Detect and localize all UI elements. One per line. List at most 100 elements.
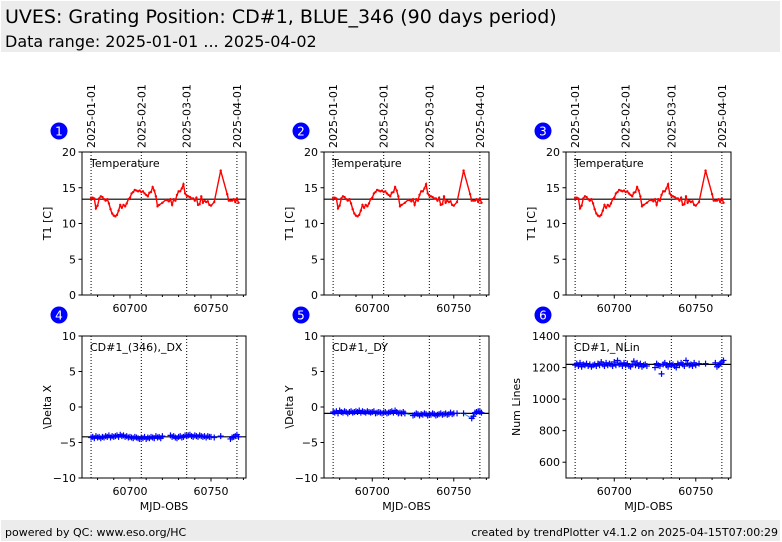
data-point [673,195,676,199]
date-marker-label: 2025-04-01 [231,84,244,148]
data-point [603,203,606,207]
data-point [470,413,477,420]
date-marker-label: 2025-04-01 [716,84,729,148]
data-point [410,200,413,203]
data-point [712,359,719,366]
y-tick-label: 800 [539,425,560,438]
x-tick-label: 60700 [597,302,632,315]
date-marker-label: 2025-03-01 [423,84,436,148]
data-point [578,207,582,210]
data-point [132,190,135,194]
data-point [213,200,216,204]
data-point [203,199,206,202]
data-point [195,196,198,199]
data-point [188,195,192,199]
y-tick-label: 0 [311,401,318,414]
data-point [652,200,655,203]
y-tick-label: 0 [311,289,318,302]
data-point [666,182,670,186]
data-point [639,195,642,198]
data-point [418,193,421,197]
data-point [697,200,701,204]
data-point [193,199,196,202]
data-point [676,197,680,200]
data-point [436,199,439,202]
y-tick-label: 5 [69,253,76,266]
data-point [614,357,621,364]
data-point [655,203,658,207]
data-point [169,197,172,201]
panel-label: CD#1_(346),_DX [90,341,183,354]
data-point [720,357,727,364]
date-marker-label: 2025-01-01 [569,84,582,148]
y-tick-label: 1000 [532,393,560,406]
data-point [209,204,213,207]
y-axis-label: T1 [C] [283,207,296,241]
data-point [431,195,434,199]
badge-circle-4 [50,306,68,324]
x-tick-label: 60750 [678,302,713,315]
data-point [235,433,242,440]
data-point [149,190,153,194]
y-tick-label: 20 [304,146,318,159]
data-point [367,202,371,205]
data-point [577,197,580,200]
date-marker-label: 2025-02-01 [620,84,633,148]
x-tick-label: 60700 [597,485,632,498]
data-point [627,192,631,195]
data-point [437,196,441,199]
data-point [613,196,616,199]
y-tick-label: 15 [62,182,76,195]
data-point [110,212,114,215]
data-point [362,206,366,209]
data-point [206,200,209,203]
data-point [364,203,367,207]
header-bar: UVES: Grating Position: CD#1, BLUE_346 (… [1,1,780,52]
data-point [93,197,96,200]
panel-label: Temperature [573,157,644,170]
data-point [101,195,104,199]
data-point [645,201,649,204]
data-point [478,409,485,416]
y-tick-label: 10 [304,218,318,231]
data-point [415,197,418,201]
data-point [575,362,582,369]
data-point [611,359,618,366]
data-point [161,201,164,204]
y-tick-label: 10 [546,218,560,231]
data-point [156,205,159,208]
data-point [200,195,203,198]
data-point [154,195,158,198]
data-point [681,362,688,369]
data-point [349,202,353,205]
y-axis-label: Num Lines [510,378,523,436]
data-point [665,363,672,370]
y-tick-label: 10 [62,218,76,231]
data-point [591,202,595,205]
data-point [426,192,429,195]
data-point [637,189,640,192]
data-point [656,362,663,369]
date-marker-label: 2025-03-01 [665,84,678,148]
data-point [366,205,369,208]
data-point [441,202,444,206]
data-point [384,190,387,193]
data-point [421,190,425,193]
data-point [673,364,680,371]
data-point [609,362,616,369]
data-point [406,198,410,202]
data-point [388,195,392,198]
subplot-2: 2 2025-01-01 2025-02-01 2025-03-01 2025-04-0… [283,84,490,315]
x-tick-label: 60700 [355,302,390,315]
data-point [230,199,234,202]
data-point [683,202,686,206]
data-point [577,359,584,366]
data-point [201,201,205,204]
data-point [117,209,120,212]
data-point [595,212,598,215]
data-point [612,362,619,369]
panel-label: Temperature [331,157,402,170]
data-point [629,361,636,368]
data-point [338,204,341,207]
data-point [590,197,593,201]
